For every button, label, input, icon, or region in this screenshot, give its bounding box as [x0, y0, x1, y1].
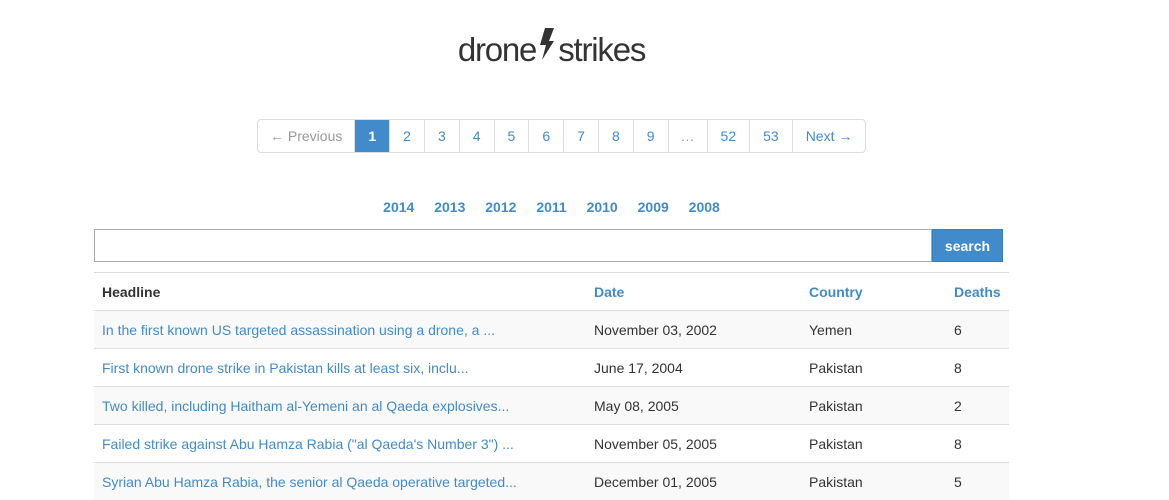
page-link-7[interactable]: 7	[563, 120, 598, 152]
strikes-table: Headline Date Country Deaths In the firs…	[94, 272, 1009, 500]
deaths-cell: 8	[946, 425, 1009, 463]
sort-by-country-link[interactable]: Country	[809, 284, 863, 300]
headline-link[interactable]: First known drone strike in Pakistan kil…	[102, 360, 468, 376]
country-cell: Yemen	[801, 311, 946, 349]
year-filter-nav: 2014 2013 2012 2011 2010 2009 2008	[0, 199, 1103, 215]
headline-column-header: Headline	[94, 273, 586, 311]
year-link-2013[interactable]: 2013	[434, 199, 465, 215]
table-row: Syrian Abu Hamza Rabia, the senior al Qa…	[94, 463, 1009, 500]
previous-page-link[interactable]: ← Previous	[258, 120, 354, 152]
page-link-9[interactable]: 9	[633, 120, 668, 152]
next-page-link[interactable]: Next →	[792, 120, 866, 152]
search-input[interactable]	[94, 229, 932, 262]
headline-link[interactable]: In the first known US targeted assassina…	[102, 322, 495, 338]
headline-link[interactable]: Syrian Abu Hamza Rabia, the senior al Qa…	[102, 474, 517, 490]
sort-by-deaths-link[interactable]: Deaths	[954, 284, 1001, 300]
page-link-6[interactable]: 6	[528, 120, 563, 152]
deaths-cell: 2	[946, 387, 1009, 425]
date-cell: May 08, 2005	[586, 387, 801, 425]
deaths-cell: 6	[946, 311, 1009, 349]
deaths-column-header: Deaths	[946, 273, 1009, 311]
headline-cell: First known drone strike in Pakistan kil…	[94, 349, 586, 387]
logo-text-strikes: strikes	[558, 31, 645, 68]
page-link-53[interactable]: 53	[749, 120, 792, 152]
country-cell: Pakistan	[801, 425, 946, 463]
date-cell: November 03, 2002	[586, 311, 801, 349]
page-link-4[interactable]: 4	[459, 120, 494, 152]
headline-cell: Syrian Abu Hamza Rabia, the senior al Qa…	[94, 463, 586, 500]
headline-cell: Failed strike against Abu Hamza Rabia ("…	[94, 425, 586, 463]
logo-text-drone: drone	[458, 31, 536, 68]
page-link-2[interactable]: 2	[389, 120, 424, 152]
search-bar: search	[94, 229, 1003, 262]
site-logo[interactable]: drone strikes	[0, 28, 1103, 74]
country-cell: Pakistan	[801, 463, 946, 500]
page-link-1[interactable]: 1	[354, 120, 389, 152]
search-button[interactable]: search	[932, 229, 1003, 262]
year-link-2012[interactable]: 2012	[485, 199, 516, 215]
table-row: In the first known US targeted assassina…	[94, 311, 1009, 349]
country-cell: Pakistan	[801, 387, 946, 425]
pagination-ellipsis: …	[668, 120, 707, 152]
year-link-2009[interactable]: 2009	[638, 199, 669, 215]
deaths-cell: 8	[946, 349, 1009, 387]
year-link-2010[interactable]: 2010	[587, 199, 618, 215]
page-link-3[interactable]: 3	[424, 120, 459, 152]
headline-link[interactable]: Two killed, including Haitham al-Yemeni …	[102, 398, 509, 414]
country-column-header: Country	[801, 273, 946, 311]
lightning-bolt-icon	[539, 27, 555, 71]
table-row: Two killed, including Haitham al-Yemeni …	[94, 387, 1009, 425]
country-cell: Pakistan	[801, 349, 946, 387]
headline-cell: Two killed, including Haitham al-Yemeni …	[94, 387, 586, 425]
year-link-2008[interactable]: 2008	[689, 199, 720, 215]
date-cell: June 17, 2004	[586, 349, 801, 387]
table-header-row: Headline Date Country Deaths	[94, 273, 1009, 311]
headline-cell: In the first known US targeted assassina…	[94, 311, 586, 349]
page-link-5[interactable]: 5	[494, 120, 529, 152]
table-row: Failed strike against Abu Hamza Rabia ("…	[94, 425, 1009, 463]
date-column-header: Date	[586, 273, 801, 311]
date-cell: November 05, 2005	[586, 425, 801, 463]
headline-link[interactable]: Failed strike against Abu Hamza Rabia ("…	[102, 436, 514, 452]
date-cell: December 01, 2005	[586, 463, 801, 500]
deaths-cell: 5	[946, 463, 1009, 500]
page-link-52[interactable]: 52	[707, 120, 750, 152]
pagination: ← Previous 1 2 3 4 5 6 7 8 9 … 52 53 Nex…	[257, 119, 866, 153]
sort-by-date-link[interactable]: Date	[594, 284, 624, 300]
table-row: First known drone strike in Pakistan kil…	[94, 349, 1009, 387]
year-link-2011[interactable]: 2011	[536, 199, 566, 215]
page-link-8[interactable]: 8	[598, 120, 633, 152]
year-link-2014[interactable]: 2014	[383, 199, 414, 215]
